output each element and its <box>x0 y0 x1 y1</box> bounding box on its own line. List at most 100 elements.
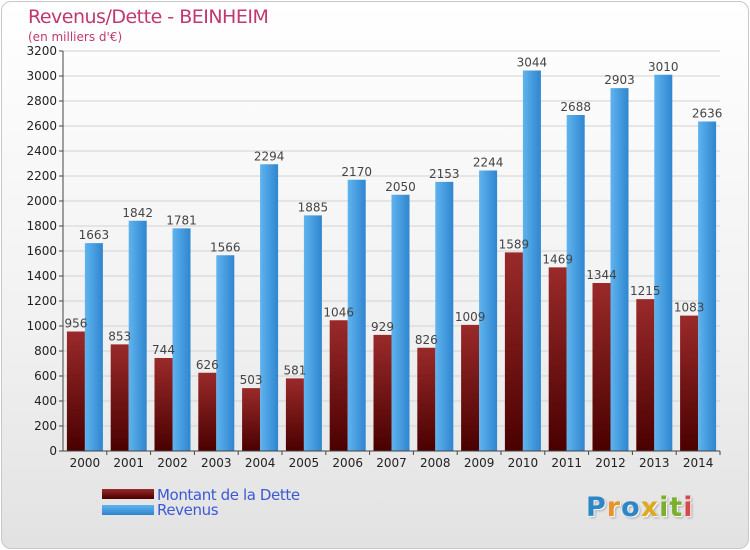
y-tick-label: 2400 <box>26 144 57 158</box>
bar-dette-2007 <box>373 334 392 451</box>
data-label-revenus-2008: 2153 <box>429 167 460 181</box>
data-label-dette-2007: 929 <box>371 320 394 334</box>
x-tick-label-2003: 2003 <box>201 456 232 470</box>
bar-revenus-2004 <box>260 164 279 451</box>
data-label-revenus-2004: 2294 <box>254 149 285 163</box>
data-label-dette-2008: 826 <box>415 333 438 347</box>
bar-dette-2011 <box>548 267 567 451</box>
bar-revenus-2013 <box>654 74 673 451</box>
y-tick-label: 2800 <box>26 94 57 108</box>
data-label-revenus-2010: 3044 <box>517 56 548 70</box>
chart-subtitle: (en milliers d'€) <box>28 30 123 44</box>
bar-revenus-2005 <box>303 215 322 451</box>
data-label-dette-2006: 1046 <box>323 305 354 319</box>
y-tick-label: 2000 <box>26 194 57 208</box>
x-tick-label-2000: 2000 <box>70 456 101 470</box>
data-label-dette-2002: 744 <box>152 343 175 357</box>
logo-letter: P <box>586 492 607 523</box>
bar-dette-2002 <box>154 358 173 451</box>
data-label-dette-2001: 853 <box>108 329 131 343</box>
proxiti-logo: Proxiti <box>586 492 694 523</box>
bar-dette-2003 <box>198 372 217 451</box>
x-tick-label-2009: 2009 <box>464 456 495 470</box>
bar-revenus-2002 <box>172 228 191 451</box>
y-tick-label: 2200 <box>26 169 57 183</box>
y-tick-label: 1800 <box>26 219 57 233</box>
legend-label-revenus: Revenus <box>157 501 219 519</box>
bar-revenus-2001 <box>128 220 147 451</box>
y-tick-label: 800 <box>34 344 57 358</box>
bar-revenus-2007 <box>391 194 410 451</box>
bar-revenus-2010 <box>522 70 541 451</box>
y-tick-label: 0 <box>49 444 57 458</box>
y-tick-label: 200 <box>34 419 57 433</box>
logo-letter: r <box>606 492 622 523</box>
data-label-revenus-2011: 2688 <box>560 100 591 114</box>
data-label-revenus-2002: 1781 <box>166 213 197 227</box>
y-tick-label: 2600 <box>26 119 57 133</box>
x-tick-label-2005: 2005 <box>289 456 320 470</box>
y-tick-label: 1000 <box>26 319 57 333</box>
x-tick-label-2014: 2014 <box>683 456 714 470</box>
data-label-dette-2005: 581 <box>283 363 306 377</box>
bar-revenus-2006 <box>347 179 366 451</box>
x-tick-label-2002: 2002 <box>157 456 188 470</box>
x-tick-label-2006: 2006 <box>332 456 363 470</box>
bar-dette-2006 <box>329 320 348 451</box>
y-tick-label: 1600 <box>26 244 57 258</box>
bar-revenus-2000 <box>84 243 103 451</box>
chart-title: Revenus/Dette - BEINHEIM <box>28 6 269 28</box>
x-tick-label-2011: 2011 <box>551 456 582 470</box>
y-tick-label: 3200 <box>26 44 57 58</box>
logo-letter: x <box>640 492 660 523</box>
data-label-dette-2003: 626 <box>196 358 219 372</box>
y-tick-label: 1200 <box>26 294 57 308</box>
logo-letter: o <box>621 492 641 523</box>
data-label-dette-2014: 1083 <box>674 301 705 315</box>
x-tick-label-2001: 2001 <box>113 456 144 470</box>
data-label-dette-2000: 956 <box>64 317 87 331</box>
legend-swatch-revenus <box>102 505 154 515</box>
data-label-revenus-2005: 1885 <box>298 200 329 214</box>
bar-revenus-2008 <box>435 181 454 451</box>
x-tick-label-2013: 2013 <box>639 456 670 470</box>
x-tick-label-2010: 2010 <box>508 456 539 470</box>
data-label-revenus-2000: 1663 <box>79 228 110 242</box>
bar-revenus-2014 <box>698 121 717 451</box>
data-label-dette-2011: 1469 <box>542 252 573 266</box>
bar-dette-2000 <box>66 331 85 451</box>
x-tick-label-2004: 2004 <box>245 456 276 470</box>
x-tick-label-2008: 2008 <box>420 456 451 470</box>
data-label-dette-2012: 1344 <box>586 268 617 282</box>
logo-letter: i <box>659 492 670 523</box>
data-label-revenus-2001: 1842 <box>122 206 153 220</box>
bar-dette-2004 <box>242 388 261 451</box>
data-label-revenus-2013: 3010 <box>648 60 679 74</box>
bar-dette-2005 <box>285 378 304 451</box>
y-tick-label: 600 <box>34 369 57 383</box>
legend-label-debt: Montant de la Dette <box>157 486 300 504</box>
bar-dette-2008 <box>417 347 436 451</box>
bar-dette-2009 <box>461 324 480 451</box>
logo-letter: i <box>683 492 694 523</box>
data-label-dette-2013: 1215 <box>630 284 661 298</box>
bar-revenus-2009 <box>479 170 498 451</box>
data-label-revenus-2009: 2244 <box>473 156 504 170</box>
bar-revenus-2003 <box>216 255 235 451</box>
y-tick-label: 1400 <box>26 269 57 283</box>
x-tick-label-2007: 2007 <box>376 456 407 470</box>
data-label-revenus-2003: 1566 <box>210 240 241 254</box>
data-label-revenus-2014: 2636 <box>692 107 723 121</box>
x-tick-label-2012: 2012 <box>595 456 626 470</box>
bar-revenus-2012 <box>610 88 629 451</box>
bar-dette-2013 <box>636 299 655 451</box>
y-tick-label: 3000 <box>26 69 57 83</box>
data-label-revenus-2012: 2903 <box>604 73 635 87</box>
logo-letter: t <box>669 492 684 523</box>
y-tick-label: 400 <box>34 394 57 408</box>
data-label-dette-2004: 503 <box>240 373 263 387</box>
bar-dette-2014 <box>680 315 699 451</box>
bar-dette-2001 <box>110 344 129 451</box>
